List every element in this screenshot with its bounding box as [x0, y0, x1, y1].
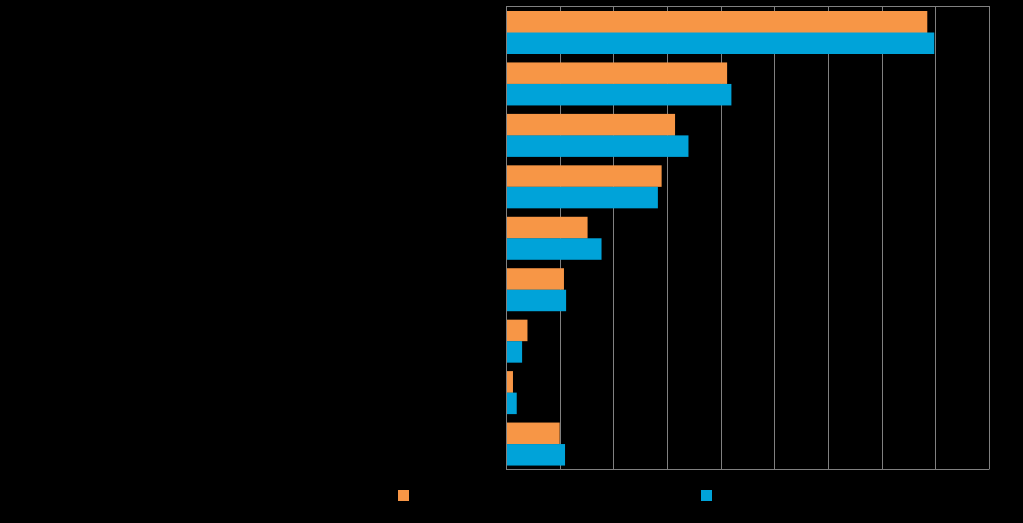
legend — [0, 490, 1023, 504]
bar-cat4-series2 — [506, 186, 658, 209]
bar-cat9-series2 — [506, 444, 566, 466]
bar-cat7-series2 — [506, 341, 523, 363]
bar-cat3-series1 — [506, 113, 676, 136]
bar-cat4-series1 — [506, 165, 662, 187]
bar-cat3-series2 — [506, 135, 689, 157]
legend-item-series-2 — [701, 490, 712, 501]
bar-cat5-series2 — [506, 238, 602, 260]
bar-cat5-series1 — [506, 216, 588, 239]
legend-item-series-1 — [398, 490, 409, 501]
bar-cat2-series1 — [506, 62, 728, 84]
legend-swatch-series-1 — [398, 490, 409, 501]
bar-cat1-series1 — [506, 11, 928, 33]
bar-cat6-series2 — [506, 289, 567, 312]
legend-swatch-series-2 — [701, 490, 712, 501]
bar-cat2-series2 — [506, 83, 732, 106]
bar-cat9-series1 — [506, 422, 560, 445]
bar-cat6-series1 — [506, 268, 564, 290]
bar-cat1-series2 — [506, 32, 935, 54]
bar-cat8-series1 — [506, 371, 513, 393]
bar-cat7-series1 — [506, 319, 528, 342]
bar-cat8-series2 — [506, 392, 517, 415]
